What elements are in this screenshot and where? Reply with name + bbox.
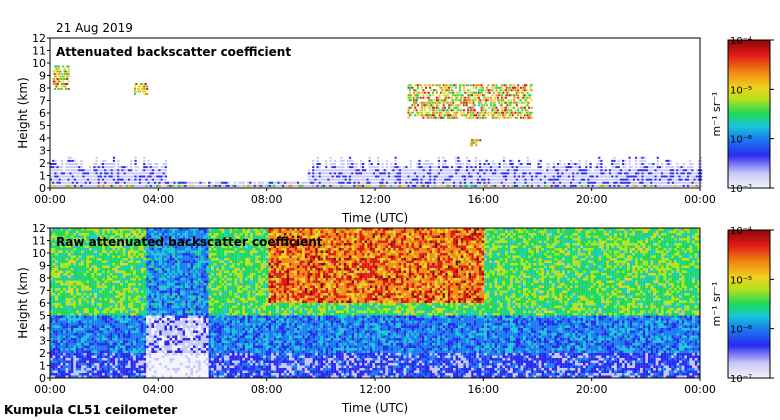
x-axis: 00:00 04:00 08:00 12:00 16:00 20:00 00:00 [34,378,716,396]
y-tick-label: 1 [39,360,46,373]
panel-title: Raw attenuated backscatter coefficient [56,235,323,249]
x-tick-label: 20:00 [576,193,608,206]
y-tick-label: 8 [39,82,46,95]
colorbar-tick-label: 10⁻⁴ [730,226,752,237]
plot-frame [49,37,701,189]
y-tick-label: 10 [32,247,46,260]
x-tick-label: 00:00 [684,383,716,396]
backscatter-heatmap-1 [50,65,703,187]
x-axis: 00:00 04:00 08:00 12:00 16:00 20:00 00:00 [34,188,716,206]
colorbar-tick-label: 10⁻⁷ [730,184,752,195]
y-tick-label: 10 [32,57,46,70]
y-tick-label: 6 [39,107,46,120]
x-tick-label: 12:00 [359,383,391,396]
colorbar [727,229,771,379]
colorbar-tick-label: 10⁻⁴ [730,36,752,47]
colorbar-ticks: 10⁻⁷ 10⁻⁶ 10⁻⁵ 10⁻⁴ [730,226,774,385]
x-tick-label: 04:00 [142,383,174,396]
y-tick-label: 9 [39,70,46,83]
colorbar [727,39,771,189]
colorbar-ticks: 10⁻⁷ 10⁻⁶ 10⁻⁵ 10⁻⁴ [730,36,774,195]
panel-attenuated-backscatter: Attenuated backscatter coefficient 01234… [16,32,774,225]
panel-title: Attenuated backscatter coefficient [56,45,291,59]
colorbar-tick-label: 10⁻⁵ [730,85,752,96]
y-tick-label: 5 [39,120,46,133]
x-axis-label: Time (UTC) [341,401,408,415]
x-tick-label: 16:00 [467,193,499,206]
colorbar-tick-label: 10⁻⁵ [730,275,752,286]
y-tick-label: 12 [32,222,46,235]
y-tick-label: 3 [39,335,46,348]
x-tick-label: 16:00 [467,383,499,396]
colorbar-tick-label: 10⁻⁶ [730,325,752,336]
instrument-label: Kumpula CL51 ceilometer [4,403,177,417]
y-tick-label: 2 [39,157,46,170]
y-tick-label: 0 [39,182,46,195]
x-tick-label: 00:00 [34,383,66,396]
panel-raw-attenuated-backscatter: Raw attenuated backscatter coefficient 0… [16,222,774,415]
y-tick-label: 7 [39,95,46,108]
colorbar-label: m⁻¹ sr⁻¹ [710,282,723,327]
y-tick-label: 9 [39,260,46,273]
y-axis-label: Height (km) [16,77,30,148]
backscatter-heatmap-2 [50,228,700,378]
colorbar-label: m⁻¹ sr⁻¹ [710,92,723,137]
x-tick-label: 20:00 [576,383,608,396]
y-tick-label: 1 [39,170,46,183]
colorbar-tick-label: 10⁻⁷ [730,374,752,385]
y-tick-label: 8 [39,272,46,285]
y-tick-label: 4 [39,132,46,145]
y-tick-label: 3 [39,145,46,158]
x-tick-label: 00:00 [684,193,716,206]
colorbar-tick-label: 10⁻⁶ [730,135,752,146]
y-tick-label: 6 [39,297,46,310]
x-tick-label: 04:00 [142,193,174,206]
x-tick-label: 00:00 [34,193,66,206]
y-tick-label: 0 [39,372,46,385]
y-tick-label: 7 [39,285,46,298]
y-tick-label: 2 [39,347,46,360]
y-axis-label: Height (km) [16,267,30,338]
y-tick-label: 11 [32,45,46,58]
y-tick-label: 5 [39,310,46,323]
x-tick-label: 08:00 [251,383,283,396]
y-tick-label: 12 [32,32,46,45]
y-tick-label: 4 [39,322,46,335]
x-tick-label: 08:00 [251,193,283,206]
x-axis-label: Time (UTC) [341,211,408,225]
x-tick-label: 12:00 [359,193,391,206]
y-tick-label: 11 [32,235,46,248]
date-label: 21 Aug 2019 [56,21,133,35]
